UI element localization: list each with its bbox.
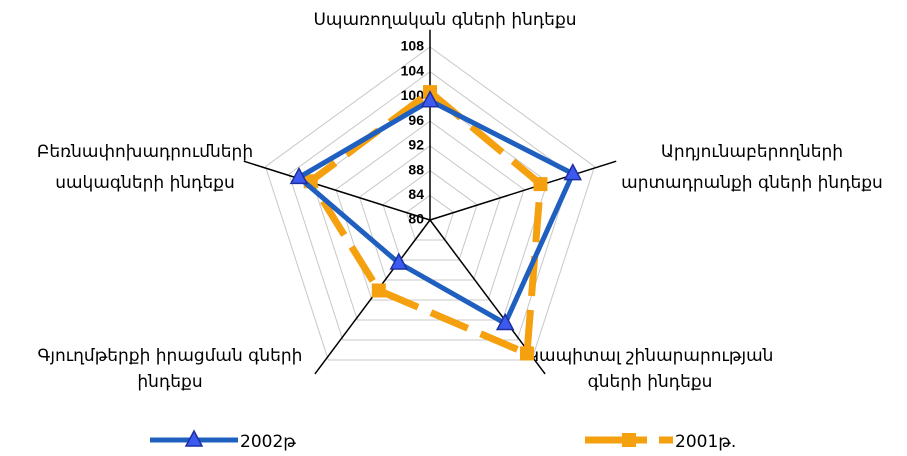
axis-label: Սպառողական գների ինդեքս [313, 10, 576, 30]
marker [389, 252, 409, 270]
axis-label: սակագների ինդեքս [55, 173, 235, 193]
legend-marker [184, 429, 204, 447]
axis-label: Արդյունաբերողների [661, 142, 843, 162]
grid-line [264, 46, 596, 361]
marker [495, 312, 515, 331]
tick-label: 88 [408, 161, 424, 177]
axis-label: Կապիտալ շինարարության [527, 346, 774, 366]
grid-line [382, 169, 478, 261]
marker [533, 177, 548, 192]
axis-line [429, 160, 617, 221]
tick-label: 80 [408, 211, 424, 227]
axis-label: արտադրանքի գների ինդեքս [621, 173, 883, 193]
tick-label: 84 [408, 186, 424, 202]
marker [519, 346, 534, 361]
legend-label: 2001թ. [675, 432, 736, 452]
marker [563, 163, 583, 181]
tick-label: 104 [401, 62, 425, 78]
series-line [294, 97, 577, 327]
marker [371, 283, 386, 298]
axis-label: Գյուղմթերքի իրացման գների [38, 346, 303, 366]
tick-label: 92 [408, 137, 424, 153]
marker [289, 166, 309, 185]
legend-marker [622, 433, 636, 447]
legend-label: 2002թ [240, 432, 296, 452]
grid-line [288, 71, 572, 341]
grid-line [335, 120, 525, 301]
axis-label: Բեռնափոխադրումների [37, 142, 253, 162]
series-line [306, 87, 545, 359]
axis-line [243, 160, 431, 221]
grid-line [405, 194, 455, 241]
axis-label: ինդեքս [137, 372, 202, 392]
tick-label: 108 [401, 38, 425, 54]
marker [420, 90, 440, 108]
tick-label: 96 [408, 112, 424, 128]
axis-label: գների ինդեքս [588, 372, 713, 392]
